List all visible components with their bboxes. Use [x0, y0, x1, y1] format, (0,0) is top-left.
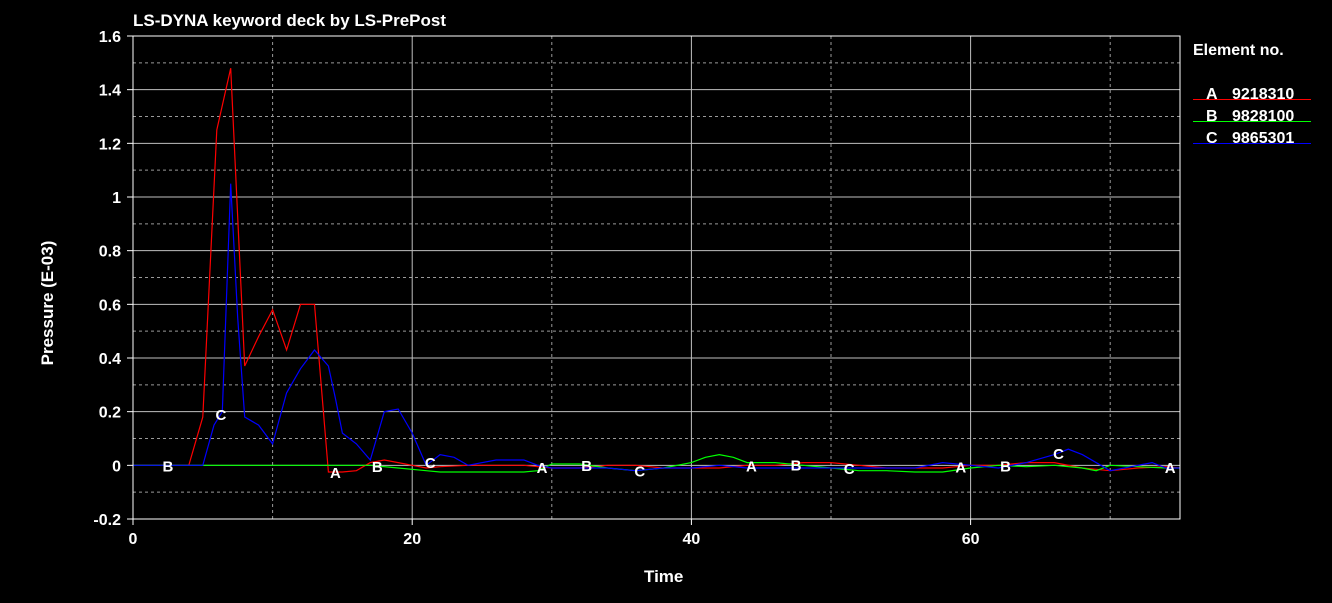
series-markers: A A A A A B B B B B C C C C C [162, 407, 1175, 482]
series-marker-a: A [1165, 460, 1176, 477]
y-tick-label: 0.4 [99, 351, 121, 368]
grid [133, 36, 1180, 519]
y-tick-label: 0.2 [99, 405, 121, 422]
series-marker-c: C [425, 455, 436, 472]
y-tick-label: 1.6 [99, 29, 121, 46]
x-tick-label: 40 [683, 531, 701, 548]
series-marker-b: B [162, 458, 173, 475]
legend-title: Element no. [1193, 42, 1284, 60]
y-tick-label: 1.2 [99, 136, 121, 153]
x-axis-label: Time [644, 567, 683, 587]
series-marker-c: C [1053, 446, 1064, 463]
series-marker-a: A [746, 458, 757, 475]
series-marker-c: C [844, 461, 855, 478]
chart-title: LS-DYNA keyword deck by LS-PrePost [133, 11, 446, 31]
legend-label-a: 9218310 [1232, 86, 1294, 104]
legend-letter-b: B [1206, 108, 1218, 126]
series-marker-b: B [791, 458, 802, 475]
legend-letter-a: A [1206, 86, 1218, 104]
legend-label-b: 9828100 [1232, 108, 1294, 126]
legend-label-c: 9865301 [1232, 130, 1294, 148]
legend-item-a: A 9218310 [1193, 86, 1323, 108]
series-marker-c: C [216, 407, 227, 424]
y-tick-label: -0.2 [93, 512, 121, 529]
legend-letter-c: C [1206, 130, 1218, 148]
y-tick-label: 0 [112, 458, 121, 475]
x-tick-label: 20 [403, 531, 421, 548]
series-marker-a: A [955, 459, 966, 476]
y-tick-label: 0.6 [99, 297, 121, 314]
legend-item-b: B 9828100 [1193, 108, 1323, 130]
series-line-c [133, 184, 1180, 471]
x-tick-label: 60 [962, 531, 980, 548]
y-axis-label: Pressure (E-03) [38, 241, 58, 366]
y-tick-label: 0.8 [99, 244, 121, 261]
series-marker-b: B [1000, 459, 1011, 476]
x-tick-label: 0 [129, 531, 138, 548]
series-marker-a: A [330, 465, 341, 482]
series-marker-c: C [634, 463, 645, 480]
series-marker-b: B [372, 459, 383, 476]
series-marker-a: A [537, 460, 548, 477]
y-tick-label: 1 [112, 190, 121, 207]
legend-item-c: C 9865301 [1193, 130, 1323, 152]
series-marker-b: B [581, 458, 592, 475]
y-tick-label: 1.4 [99, 83, 121, 100]
